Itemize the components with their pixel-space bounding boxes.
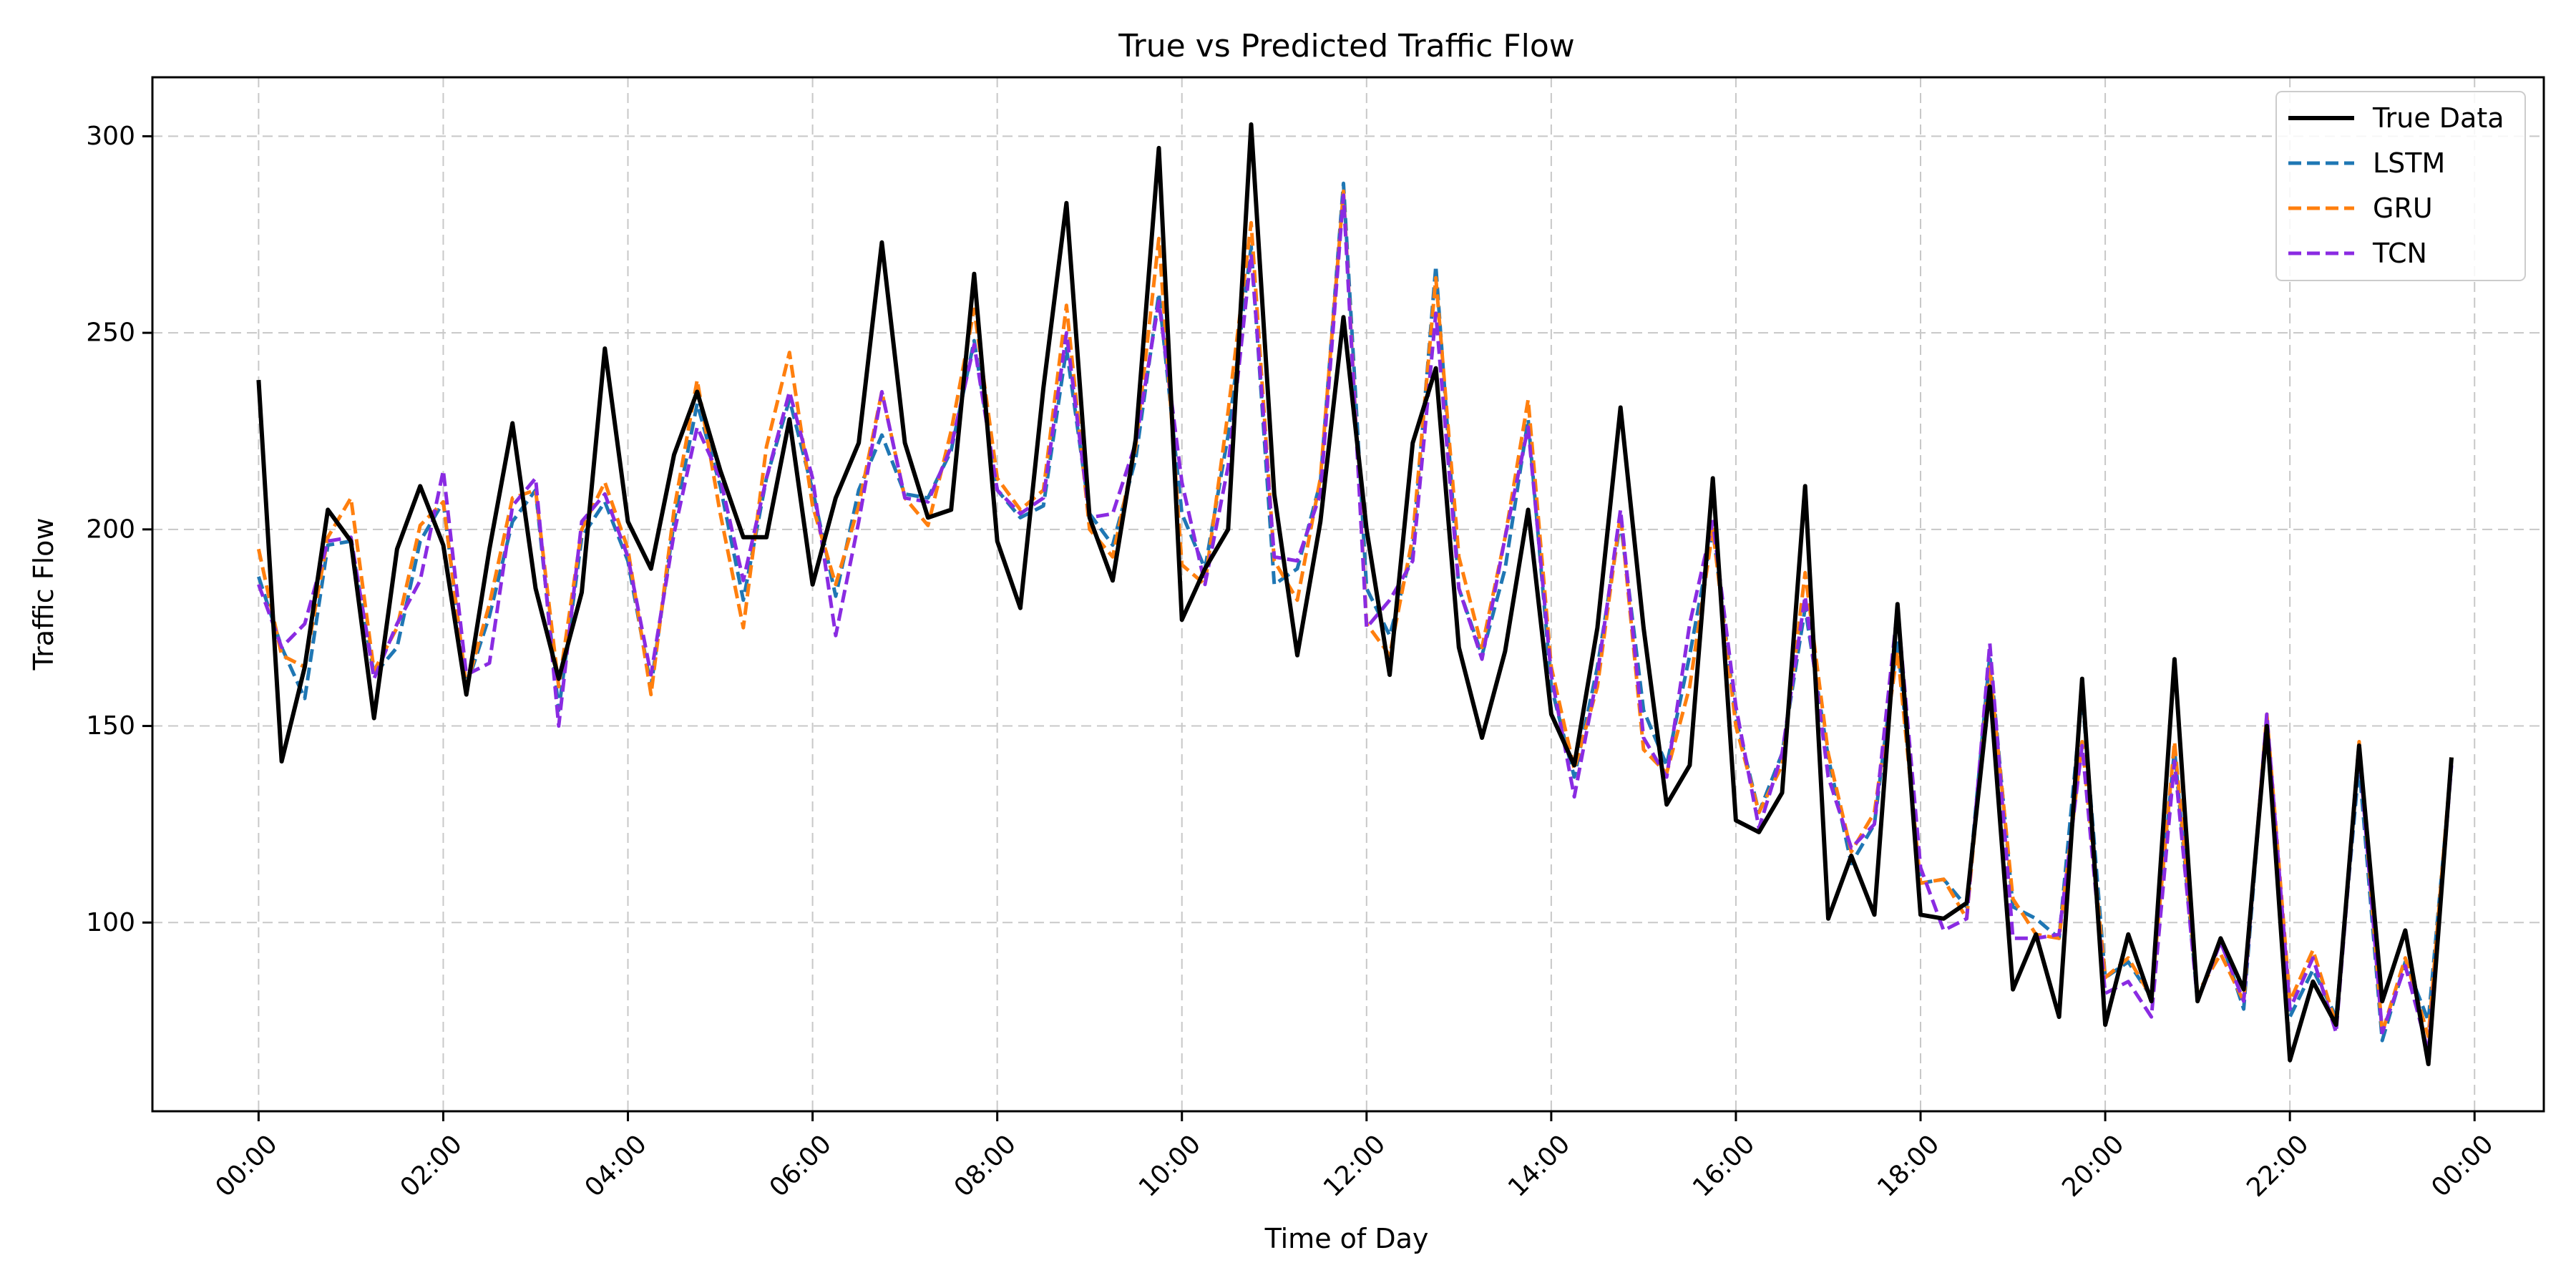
- y-tick-label: 100: [86, 908, 135, 937]
- legend-label-true-data: True Data: [2372, 102, 2504, 134]
- y-axis-ticks: 100 150 200 250 300: [86, 122, 152, 937]
- legend-label-gru: GRU: [2373, 192, 2433, 224]
- chart-title: True vs Predicted Traffic Flow: [1118, 28, 1575, 64]
- y-tick-label: 300: [86, 122, 135, 151]
- legend: True Data LSTM GRU TCN: [2275, 91, 2526, 281]
- x-axis-label: Time of Day: [1264, 1223, 1429, 1254]
- y-tick-label: 250: [86, 318, 135, 348]
- series-line-true-data: [256, 122, 2454, 1067]
- plot-area-frame: [151, 76, 2545, 1113]
- legend-label-tcn: TCN: [2372, 238, 2427, 269]
- series-layer: [256, 122, 2454, 1067]
- legend-label-lstm: LSTM: [2373, 147, 2445, 179]
- y-tick-label: 200: [86, 514, 135, 544]
- legend-frame: [2275, 91, 2526, 281]
- y-tick-label: 150: [86, 711, 135, 741]
- y-axis-label: Traffic Flow: [28, 518, 59, 671]
- grid-lines: [152, 77, 2544, 1111]
